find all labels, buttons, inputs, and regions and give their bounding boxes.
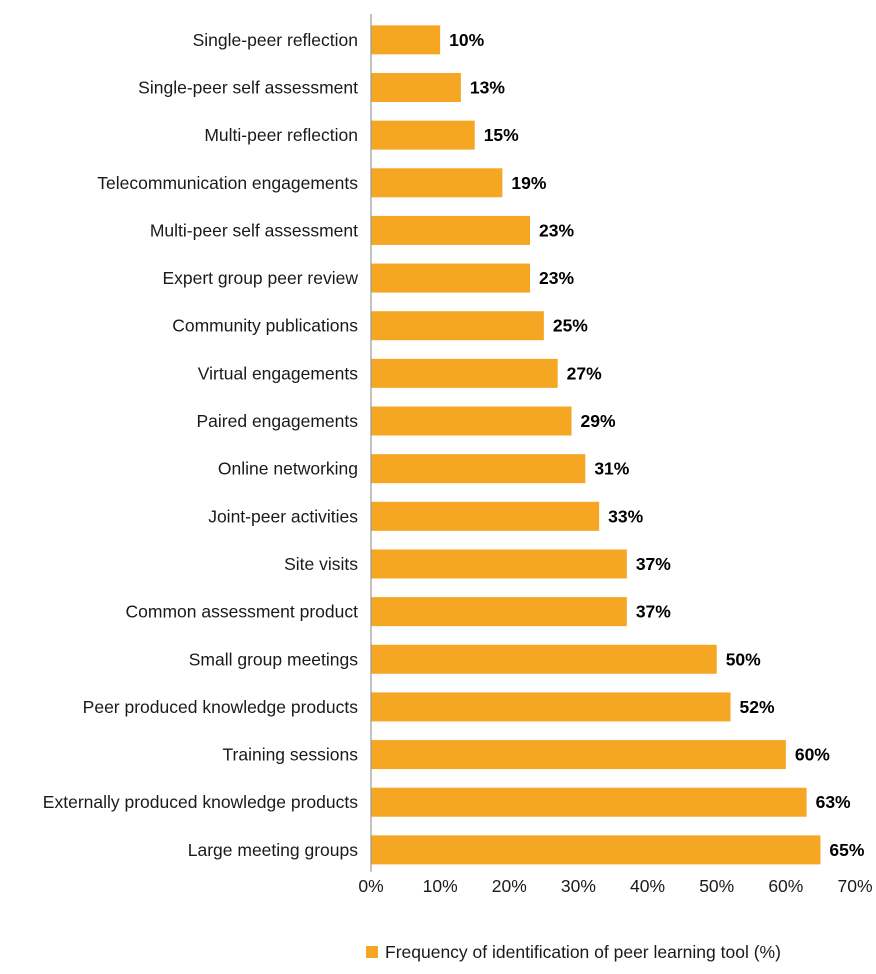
data-label: 25% — [553, 316, 588, 336]
category-label: Large meeting groups — [188, 840, 358, 860]
category-label: Multi-peer reflection — [204, 125, 358, 145]
data-label: 50% — [726, 649, 761, 669]
bar — [371, 311, 544, 340]
bar — [371, 216, 530, 245]
x-tick-label: 40% — [630, 876, 665, 896]
data-label: 13% — [470, 77, 505, 97]
bar — [371, 740, 786, 769]
data-label: 63% — [816, 792, 851, 812]
bar — [371, 121, 475, 150]
x-tick-label: 60% — [768, 876, 803, 896]
data-label: 33% — [608, 506, 643, 526]
bar — [371, 25, 440, 54]
bar — [371, 168, 502, 197]
bar — [371, 692, 731, 721]
category-label: Paired engagements — [197, 411, 359, 431]
category-label: Community publications — [172, 316, 358, 336]
category-label: Single-peer self assessment — [138, 77, 358, 97]
category-label: Telecommunication engagements — [97, 173, 358, 193]
data-label: 65% — [829, 840, 864, 860]
category-label: Virtual engagements — [198, 363, 358, 383]
bars-layer — [371, 25, 820, 864]
bar — [371, 645, 717, 674]
data-label: 37% — [636, 602, 671, 622]
category-label: Expert group peer review — [162, 268, 358, 288]
data-label: 29% — [581, 411, 616, 431]
x-tick-label: 0% — [358, 876, 383, 896]
legend: Frequency of identification of peer lear… — [366, 942, 781, 962]
category-label: Training sessions — [222, 745, 358, 765]
category-label: Multi-peer self assessment — [150, 220, 358, 240]
category-label: Site visits — [284, 554, 358, 574]
bar — [371, 502, 599, 531]
data-label: 60% — [795, 745, 830, 765]
bar — [371, 549, 627, 578]
value-labels: 10% 13% 15% 19% 23% 23% 25% 27% 29% 31% 33% 37% 37% 5… — [449, 30, 865, 860]
x-tick-label: 20% — [492, 876, 527, 896]
data-label: 10% — [449, 30, 484, 50]
category-label: Peer produced knowledge products — [83, 697, 359, 717]
bar — [371, 597, 627, 626]
bar — [371, 788, 807, 817]
data-label: 19% — [511, 173, 546, 193]
x-tick-label: 10% — [423, 876, 458, 896]
x-tick-label: 50% — [699, 876, 734, 896]
bar — [371, 359, 558, 388]
bar — [371, 835, 820, 864]
bar — [371, 454, 585, 483]
bar — [371, 264, 530, 293]
x-tick-label: 70% — [837, 876, 872, 896]
data-label: 23% — [539, 220, 574, 240]
x-tick-label: 30% — [561, 876, 596, 896]
data-label: 37% — [636, 554, 671, 574]
legend-swatch — [366, 946, 378, 958]
category-label: Common assessment product — [126, 602, 359, 622]
category-label: Online networking — [218, 459, 358, 479]
bar — [371, 73, 461, 102]
category-labels: Single-peer reflection Single-peer self a… — [43, 30, 359, 860]
bar — [371, 407, 572, 436]
data-label: 52% — [740, 697, 775, 717]
data-label: 23% — [539, 268, 574, 288]
data-label: 31% — [594, 459, 629, 479]
category-label: Externally produced knowledge products — [43, 792, 358, 812]
x-axis-tick-labels: 0% 10% 20% 30% 40% 50% 60% 70% — [358, 876, 872, 896]
legend-label: Frequency of identification of peer lear… — [385, 942, 781, 962]
category-label: Small group meetings — [189, 649, 358, 669]
category-label: Joint-peer activities — [208, 506, 358, 526]
data-label: 15% — [484, 125, 519, 145]
category-label: Single-peer reflection — [193, 30, 358, 50]
data-label: 27% — [567, 363, 602, 383]
